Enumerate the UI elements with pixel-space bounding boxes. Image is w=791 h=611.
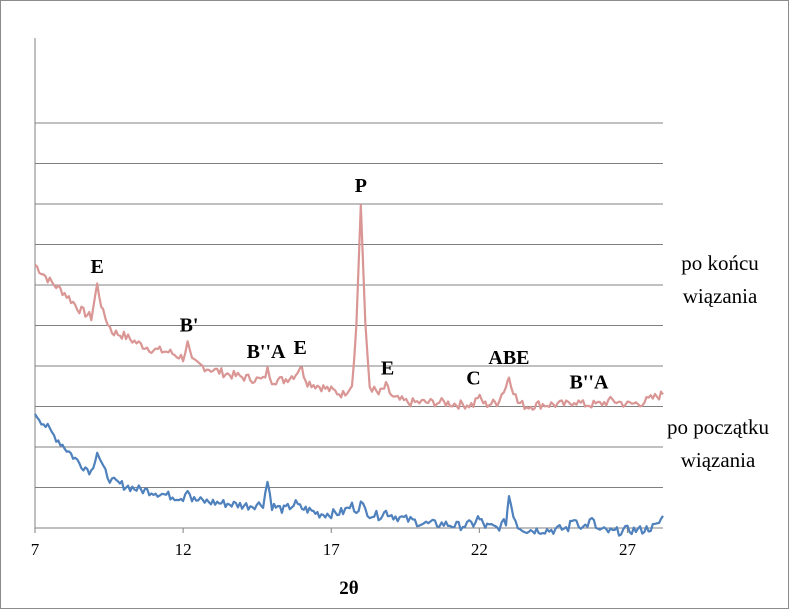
peak-label: P bbox=[355, 175, 367, 197]
peak-label: B''A bbox=[569, 371, 608, 393]
gridlines bbox=[35, 122, 663, 488]
series-line-1 bbox=[34, 204, 664, 411]
x-tick-label: 17 bbox=[323, 540, 341, 559]
series-label-line2: wiązania bbox=[681, 448, 756, 472]
peak-label: E bbox=[91, 256, 104, 278]
series-label-line2: wiązania bbox=[683, 284, 758, 308]
peak-label: E bbox=[293, 337, 306, 359]
axes: 7 12 17 22 27 bbox=[31, 38, 663, 559]
peak-label: ABE bbox=[488, 347, 529, 369]
series-labels: po końcu wiązania po początku wiązania bbox=[667, 251, 770, 472]
peak-annotations: E B' B''A E P E C ABE B''A bbox=[91, 175, 609, 393]
peak-label: B' bbox=[180, 315, 199, 337]
x-tick-label: 7 bbox=[31, 540, 40, 559]
series-label-line1: po końcu bbox=[681, 251, 759, 275]
x-tick-label: 22 bbox=[471, 540, 488, 559]
series-line-2 bbox=[34, 413, 664, 537]
peak-label: B''A bbox=[247, 341, 286, 363]
x-axis-title: 2θ bbox=[339, 578, 359, 599]
peak-label: E bbox=[381, 357, 394, 379]
peak-label: C bbox=[466, 367, 480, 389]
x-tick-label: 12 bbox=[175, 540, 192, 559]
x-tick-label: 27 bbox=[619, 540, 637, 559]
series-group bbox=[34, 204, 664, 537]
series-label-line1: po początku bbox=[667, 415, 770, 439]
